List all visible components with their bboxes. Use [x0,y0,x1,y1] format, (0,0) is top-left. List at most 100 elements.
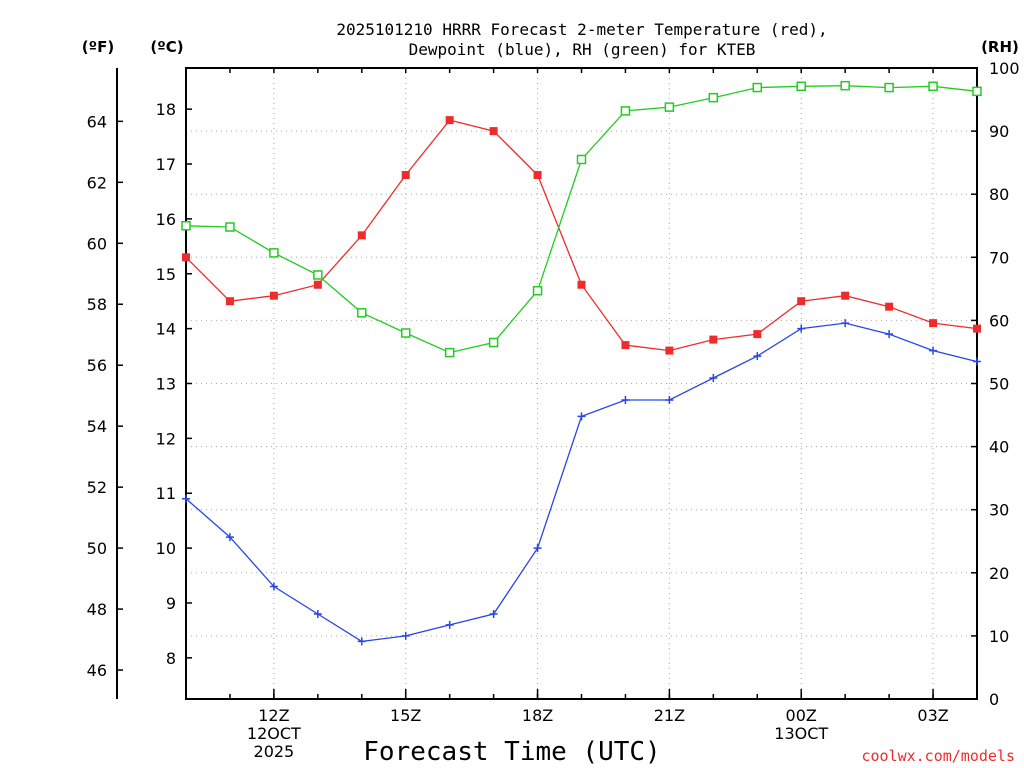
rh-point [752,82,763,93]
rh-tick-label: 20 [989,564,1009,583]
dewpoint-point [577,412,586,421]
rh-point [884,82,894,93]
temperature-point [929,319,938,328]
rh-point [708,92,719,103]
rh-tick-label: 90 [989,122,1009,141]
x-tick-label: 00Z [786,706,817,725]
celsius-tick-label: 18 [156,100,176,119]
rh-point [488,337,499,348]
dewpoint-point [489,609,498,618]
rh-point [796,81,806,92]
rh-tick-label: 70 [989,248,1009,267]
dewpoint-point [665,395,674,404]
fahrenheit-tick-label: 46 [87,661,107,680]
celsius-tick-label: 14 [156,320,176,339]
dewpoint-point [621,395,630,404]
x-tick-label: 13OCT [774,724,828,743]
fahrenheit-tick-label: 64 [87,112,107,131]
x-tick-label: 18Z [522,706,553,725]
fahrenheit-tick-label: 48 [87,600,107,619]
credit-text: coolwx.com/models [861,747,1015,765]
fahrenheit-tick-label: 56 [87,356,107,375]
fahrenheit-tick-label: 60 [87,234,107,253]
dewpoint-point [929,346,938,355]
dewpoint-point [269,582,278,591]
temperature-point [709,335,718,344]
celsius-tick-label: 9 [166,594,176,613]
celsius-tick-label: 8 [166,649,176,668]
dewpoint-point [401,631,410,640]
temperature-point [225,297,234,306]
series-dewpoint [182,319,981,646]
temperature-point [445,116,454,125]
temperature-point [577,280,586,289]
celsius-tick-label: 10 [156,539,176,558]
dewpoint-point [445,620,454,629]
celsius-tick-label: 16 [156,210,176,229]
dewpoint-point [225,533,234,542]
temperature-point [885,302,894,311]
temperature-point [621,341,630,350]
dewpoint-point [841,319,850,328]
dewpoint-point [973,357,981,366]
rh-point [225,222,235,232]
temperature-point [489,127,498,136]
temperature-point [973,324,981,333]
rh-tick-label: 0 [989,690,999,709]
rh-tick-label: 50 [989,375,1009,394]
rh-tick-label: 100 [989,59,1020,78]
dewpoint-point [885,330,894,339]
rh-tick-label: 60 [989,311,1009,330]
fahrenheit-tick-label: 50 [87,539,107,558]
series-temperature [182,116,981,355]
temperature-point [357,231,366,240]
dewpoint-point [753,352,762,361]
rh-point [444,347,455,358]
fahrenheit-axis-label: (ºF) [82,38,114,56]
rh-tick-label: 40 [989,438,1009,457]
celsius-tick-label: 15 [156,265,176,284]
series-layer [181,80,982,646]
rh-point [181,221,191,231]
celsius-tick-label: 17 [156,155,176,174]
temperature-point [841,291,850,300]
temperature-point [665,346,674,355]
rh-point [532,285,543,296]
rh-point [664,102,675,112]
fahrenheit-tick-label: 54 [87,417,107,436]
x-tick-label: 2025 [254,742,295,761]
x-tick-label: 03Z [917,706,948,725]
x-tick-label: 15Z [390,706,421,725]
rh-point [313,270,323,280]
rh-point [357,308,367,318]
fahrenheit-tick-label: 62 [87,173,107,192]
dewpoint-point [357,637,366,646]
rh-tick-label: 10 [989,627,1009,646]
x-tick-label: 12Z [258,706,289,725]
temperature-point [533,170,542,179]
chart-title-line2: Dewpoint (blue), RH (green) for KTEB [409,40,756,59]
rh-axis-label: (RH) [981,38,1019,56]
temperature-point [797,297,806,306]
rh-tick-label: 80 [989,185,1009,204]
dewpoint-point [797,324,806,333]
fahrenheit-tick-label: 58 [87,295,107,314]
rh-point [620,106,631,116]
rh-point [576,154,587,165]
temperature-point [753,330,762,339]
temperature-point [313,280,322,289]
temperature-point [182,253,190,262]
rh-point [972,86,982,97]
series-rh [181,80,982,358]
temperature-point [401,170,410,179]
temperature-point [269,291,278,300]
celsius-axis-label: (ºC) [150,38,183,56]
dewpoint-point [182,494,190,503]
celsius-tick-label: 13 [156,375,176,394]
dewpoint-point [709,374,718,383]
chart-title-line1: 2025101210 HRRR Forecast 2-meter Tempera… [336,20,827,39]
dewpoint-point [313,609,322,618]
celsius-tick-label: 12 [156,429,176,448]
rh-tick-label: 30 [989,501,1009,520]
